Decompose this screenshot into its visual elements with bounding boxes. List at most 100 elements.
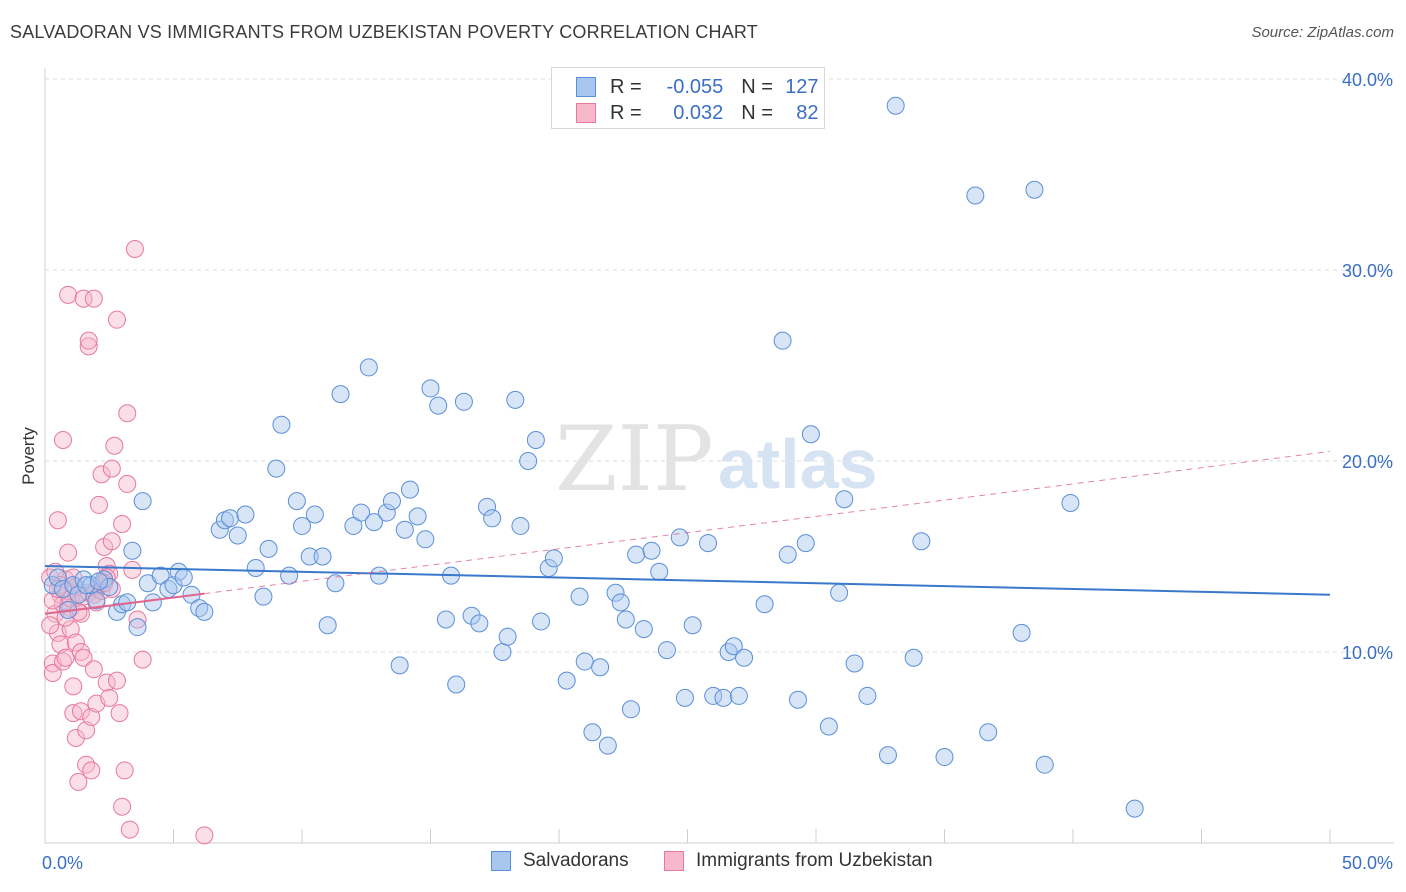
blue-point: [272, 415, 291, 434]
legend-item-uzbekistan[interactable]: Immigrants from Uzbekistan: [664, 850, 933, 872]
pink-point: [105, 436, 124, 455]
pink-point: [77, 721, 96, 740]
blue-point: [611, 593, 630, 612]
blue-point: [801, 425, 820, 444]
pink-point: [115, 761, 134, 780]
pink-point: [59, 543, 78, 562]
blue-point: [493, 643, 512, 661]
blue-point: [293, 516, 311, 535]
legend-item-salvadorans[interactable]: Salvadorans: [491, 850, 629, 872]
blue-point: [729, 686, 748, 705]
blue-point: [1035, 755, 1054, 774]
pink-point: [84, 660, 103, 679]
pink-point: [107, 671, 126, 690]
blue-point: [979, 723, 998, 742]
stats-legend: R = -0.055 N = 127 R = 0.032 N = 82: [551, 67, 825, 129]
legend-swatch-pink: [576, 103, 596, 123]
legend-n-value: 127: [785, 75, 819, 98]
y-tick-label: 40.0%: [1342, 70, 1393, 90]
blue-point: [344, 516, 363, 535]
blue-point: [123, 541, 142, 560]
blue-point: [835, 490, 854, 509]
pink-point: [69, 772, 88, 791]
source-label: Source: ZipAtlas.com: [1251, 24, 1394, 41]
blue-point: [174, 568, 193, 587]
legend-n-value: 82: [796, 101, 819, 124]
pink-point: [110, 704, 129, 723]
blue-point: [670, 528, 689, 547]
blue-point: [583, 723, 602, 742]
blue-point: [714, 688, 733, 707]
blue-series-points: [43, 96, 1144, 818]
pink-point: [89, 495, 108, 514]
blue-point: [429, 396, 448, 415]
blue-point: [305, 505, 324, 524]
blue-point: [675, 688, 694, 707]
pink-point: [66, 633, 85, 652]
pink-point: [102, 532, 121, 551]
blue-point: [935, 748, 954, 767]
blue-point: [143, 593, 162, 612]
blue-point: [100, 578, 119, 597]
blue-point: [236, 505, 255, 524]
pink-point: [43, 664, 62, 683]
legend-r-label: R =: [610, 75, 642, 98]
blue-point: [447, 675, 466, 694]
pink-point: [61, 620, 80, 639]
blue-point: [724, 637, 743, 656]
blue-point: [606, 583, 625, 602]
x-tick-label: 0.0%: [42, 853, 83, 873]
pink-point: [43, 591, 62, 610]
blue-point: [845, 654, 864, 673]
pink-point: [113, 797, 132, 816]
pink-trend-line-solid: [44, 592, 205, 615]
blue-point: [352, 503, 371, 522]
blue-point: [478, 497, 497, 516]
blue-point: [591, 658, 610, 677]
legend-swatch-blue: [491, 851, 511, 871]
blue-point: [254, 587, 273, 606]
blue-point: [390, 656, 409, 675]
pink-point: [82, 707, 101, 726]
blue-point: [642, 541, 661, 560]
watermark-zip: ZIP: [555, 407, 714, 512]
pink-point: [118, 474, 137, 493]
blue-point: [287, 492, 306, 511]
blue-point: [498, 627, 517, 646]
legend-row-uzbekistan: R = 0.032 N = 82: [576, 100, 819, 126]
blue-point: [789, 690, 808, 709]
blue-point: [454, 392, 473, 411]
legend-r-value: -0.055: [666, 75, 724, 98]
blue-point: [526, 430, 545, 449]
blue-point: [128, 618, 147, 637]
chart-title: SALVADORAN VS IMMIGRANTS FROM UZBEKISTAN…: [10, 22, 758, 42]
blue-point: [755, 595, 774, 614]
blue-point: [1125, 799, 1144, 818]
pink-point: [120, 820, 139, 839]
blue-point: [280, 566, 299, 585]
pink-point: [128, 610, 147, 629]
legend-n-label: N =: [741, 75, 773, 98]
pink-point: [107, 310, 126, 329]
blue-point: [483, 509, 502, 528]
pink-point: [79, 337, 98, 356]
blue-point: [1025, 180, 1044, 199]
pink-point: [74, 289, 93, 308]
blue-point: [318, 616, 337, 635]
blue-point: [735, 648, 754, 667]
blue-point: [259, 539, 278, 558]
blue-point: [912, 532, 931, 551]
blue-point: [228, 526, 247, 545]
legend-label-uzbekistan: Immigrants from Uzbekistan: [696, 850, 933, 871]
pink-point: [79, 331, 98, 350]
blue-point: [904, 648, 923, 667]
pink-point: [74, 648, 93, 667]
blue-point: [519, 452, 538, 470]
pink-point: [123, 560, 142, 579]
blue-point: [395, 520, 414, 539]
blue-point: [966, 186, 985, 205]
pink-trend-line-dashed: [204, 450, 1331, 595]
blue-point: [400, 480, 419, 499]
blue-point: [570, 587, 589, 606]
